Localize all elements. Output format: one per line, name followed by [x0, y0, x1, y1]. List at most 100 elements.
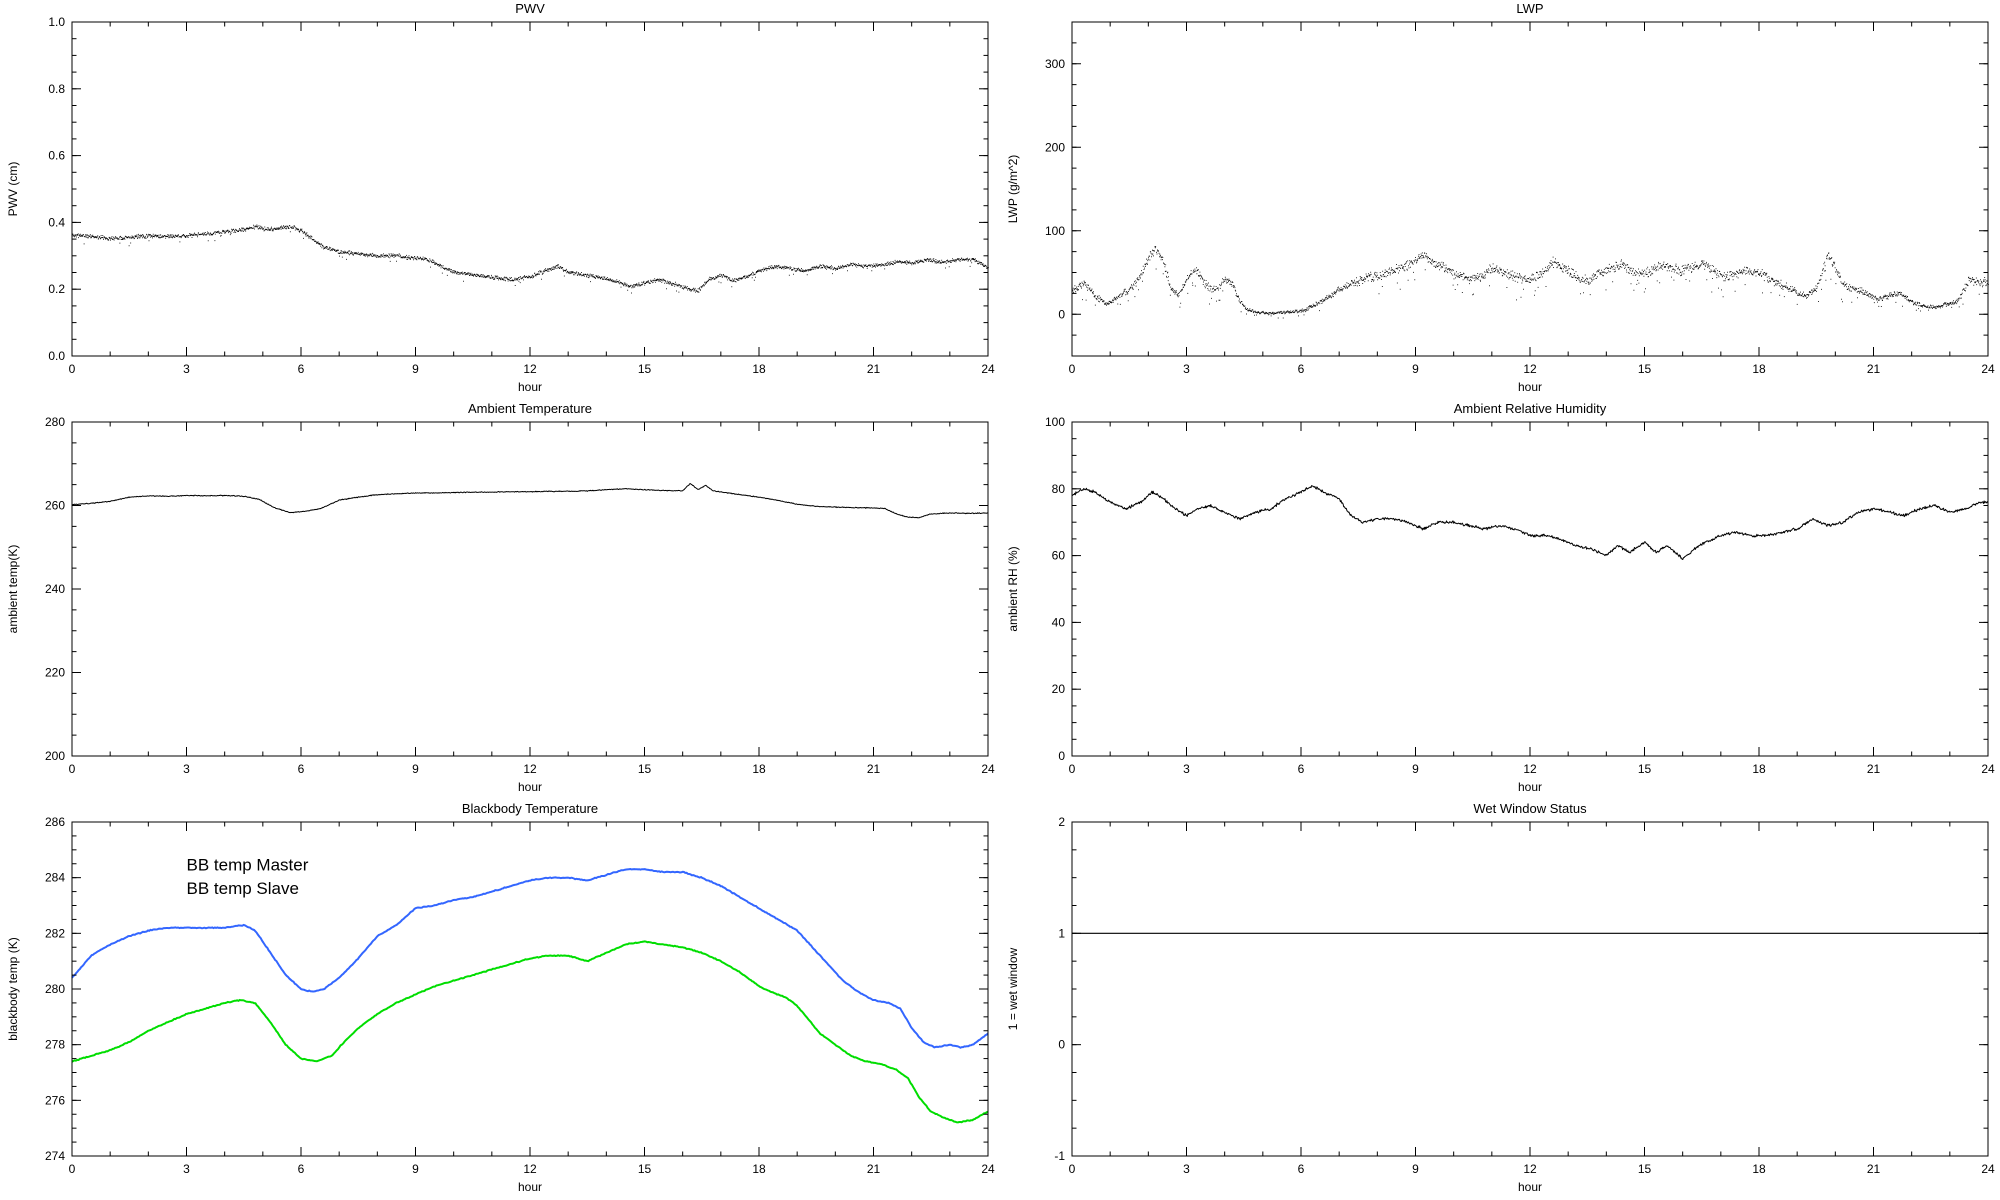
plot-border [1071, 821, 1989, 1157]
x-tick-label: 9 [412, 762, 419, 776]
legend-label: BB temp Master [187, 855, 309, 874]
tick-labels: 0 3 6 9 12 15 18 21 24 274 276 278 280 282 284 286 [45, 815, 995, 1176]
chart-title: Blackbody Temperature [462, 801, 598, 816]
y-axis-label: ambient temp(K) [6, 545, 20, 634]
x-tick-label: 6 [298, 1162, 305, 1176]
y-tick-label: 0.2 [48, 282, 65, 296]
y-tick-label: 274 [45, 1149, 65, 1163]
chart-title: Ambient Relative Humidity [1454, 401, 1607, 416]
x-tick-label: 18 [1752, 762, 1766, 776]
y-tick-label: 1.0 [48, 15, 65, 29]
y-tick-label: 276 [45, 1093, 65, 1107]
chart-title: LWP [1516, 1, 1543, 16]
x-tick-label: 12 [523, 1162, 537, 1176]
y-axis-label: 1 = wet window [1006, 947, 1020, 1030]
tick-marks [1071, 21, 1989, 357]
panel-blackbody-temperature: 0 3 6 9 12 15 18 21 24 274 276 278 280 282 284 286 Black… [0, 800, 1000, 1200]
chart-title: PWV [515, 1, 545, 16]
chart-title: Ambient Temperature [468, 401, 592, 416]
x-axis-label: hour [1518, 780, 1542, 794]
x-tick-label: 24 [981, 362, 995, 376]
y-tick-label: 0.0 [48, 349, 65, 363]
x-tick-label: 6 [1298, 762, 1305, 776]
plot-border [71, 421, 989, 757]
y-tick-label: 0.4 [48, 215, 65, 229]
x-tick-label: 12 [523, 362, 537, 376]
y-tick-label: 220 [45, 666, 65, 680]
x-axis-label: hour [518, 1180, 542, 1194]
x-tick-label: 21 [867, 1162, 881, 1176]
y-tick-label: 200 [1045, 140, 1065, 154]
x-tick-label: 18 [1752, 1162, 1766, 1176]
series-ambient-temp [71, 483, 989, 519]
tick-marks [71, 21, 989, 357]
y-tick-label: 40 [1052, 615, 1066, 629]
x-tick-label: 3 [183, 762, 190, 776]
x-tick-label: 3 [1183, 1162, 1190, 1176]
y-tick-label: 200 [45, 749, 65, 763]
x-tick-label: 12 [1523, 1162, 1537, 1176]
x-axis-label: hour [518, 780, 542, 794]
tick-labels: 0 3 6 9 12 15 18 21 24 0.0 0.2 0.4 0.6 0.8 1.0 [48, 15, 995, 376]
y-tick-label: 20 [1052, 682, 1066, 696]
x-tick-label: 9 [412, 362, 419, 376]
x-tick-label: 24 [1981, 762, 1995, 776]
y-tick-label: 280 [45, 982, 65, 996]
series-group [71, 483, 989, 519]
x-tick-label: 18 [752, 762, 766, 776]
y-tick-label: 100 [1045, 415, 1065, 429]
series-group [72, 224, 989, 294]
panel-pwv: 0 3 6 9 12 15 18 21 24 0.0 0.2 0.4 0.6 0.8 1.0 PWV hour P… [0, 0, 1000, 400]
y-tick-label: 1 [1058, 926, 1065, 940]
x-tick-label: 9 [1412, 362, 1419, 376]
x-tick-label: 15 [638, 1162, 652, 1176]
x-tick-label: 24 [1981, 1162, 1995, 1176]
plot-border [1071, 421, 1989, 757]
tick-marks [71, 821, 989, 1157]
panel-lwp: 0 3 6 9 12 15 18 21 24 0 100 200 300 LWP hour LWP (g/m^… [1000, 0, 2000, 400]
legend-label: BB temp Slave [187, 879, 299, 898]
x-tick-label: 21 [1867, 762, 1881, 776]
x-tick-label: 9 [412, 1162, 419, 1176]
y-tick-label: 280 [45, 415, 65, 429]
tick-marks [1071, 421, 1989, 757]
y-tick-label: 0.6 [48, 149, 65, 163]
y-tick-label: 300 [1045, 57, 1065, 71]
panel-wet-window-status: 0 3 6 9 12 15 18 21 24 -1 0 1 2 Wet Window Status hour… [1000, 800, 2000, 1200]
x-tick-label: 3 [1183, 362, 1190, 376]
chart-title: Wet Window Status [1473, 801, 1587, 816]
legend: BB temp Master BB temp Slave [187, 855, 309, 897]
x-tick-label: 12 [1523, 362, 1537, 376]
x-axis-label: hour [1518, 1180, 1542, 1194]
series-bb-temp-slave [71, 940, 989, 1124]
y-tick-label: 0 [1058, 1038, 1065, 1052]
series-group [1071, 485, 1989, 560]
x-tick-label: 0 [69, 1162, 76, 1176]
y-tick-label: -1 [1054, 1149, 1065, 1163]
x-axis-label: hour [1518, 380, 1542, 394]
x-tick-label: 18 [752, 362, 766, 376]
x-tick-label: 6 [298, 362, 305, 376]
y-tick-label: 0.8 [48, 82, 65, 96]
lwp-chart: 0 3 6 9 12 15 18 21 24 0 100 200 300 LWP hour LWP (g/m^… [1006, 1, 1995, 394]
y-axis-label: blackbody temp (K) [6, 937, 20, 1040]
pwv-chart: 0 3 6 9 12 15 18 21 24 0.0 0.2 0.4 0.6 0.8 1.0 PWV hour P… [6, 1, 995, 394]
x-tick-label: 0 [69, 362, 76, 376]
y-tick-label: 240 [45, 582, 65, 596]
x-tick-label: 15 [1638, 762, 1652, 776]
tick-marks [1071, 821, 1989, 1157]
x-tick-label: 24 [1981, 362, 1995, 376]
y-tick-label: 80 [1052, 482, 1066, 496]
y-tick-label: 0 [1058, 307, 1065, 321]
x-axis-label: hour [518, 380, 542, 394]
x-tick-label: 24 [981, 762, 995, 776]
series-lwp [1072, 246, 1989, 319]
series-group [1072, 246, 1989, 319]
series-group [71, 868, 989, 1124]
x-tick-label: 18 [1752, 362, 1766, 376]
x-tick-label: 3 [1183, 762, 1190, 776]
y-tick-label: 2 [1058, 815, 1065, 829]
panel-ambient-temperature: 0 3 6 9 12 15 18 21 24 200 220 240 260 280 Ambient Tem… [0, 400, 1000, 800]
